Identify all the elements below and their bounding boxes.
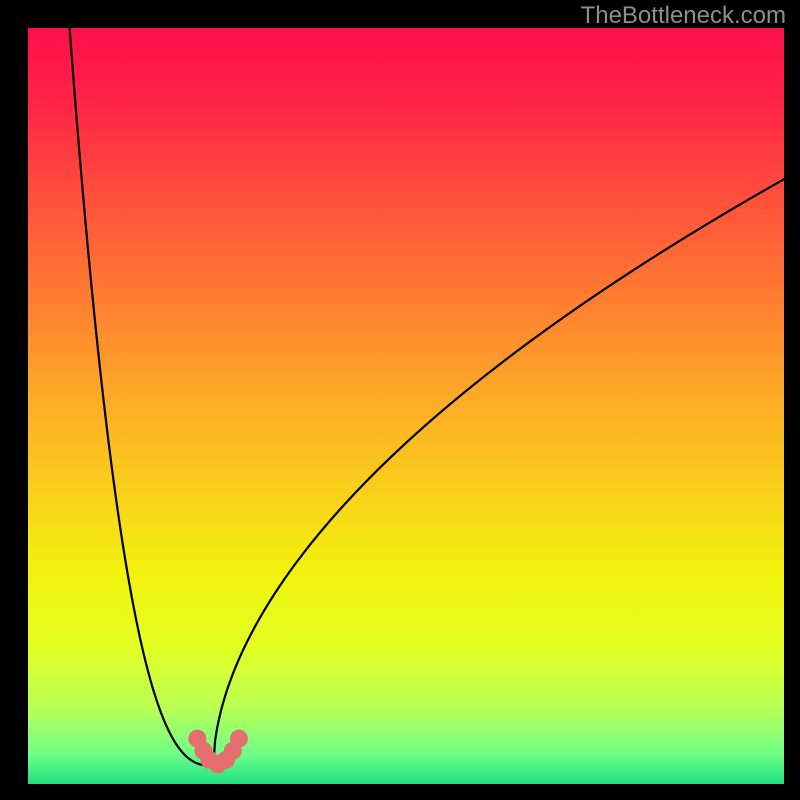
watermark-text: TheBottleneck.com xyxy=(581,2,786,30)
optimal-marker xyxy=(230,730,248,748)
chart-container: TheBottleneck.com xyxy=(0,0,800,800)
gradient-background xyxy=(28,28,784,784)
bottleneck-chart xyxy=(28,28,784,784)
